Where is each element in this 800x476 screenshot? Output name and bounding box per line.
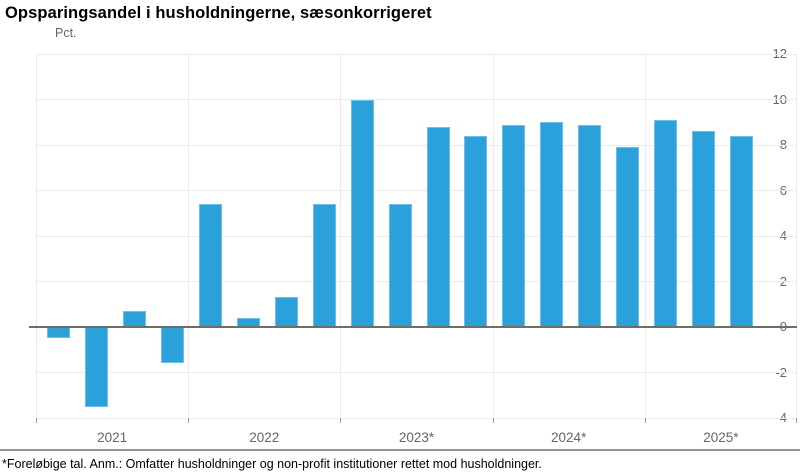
bar-2023-q3 (426, 126, 450, 327)
x-tick-label-2024: 2024* (551, 430, 587, 445)
x-tick-label-2025: 2025* (703, 430, 739, 445)
bar-2022-q1 (198, 204, 222, 327)
bar-2024-q4 (616, 147, 640, 327)
gridline-y-10 (36, 99, 797, 100)
x-axis-tick-3 (492, 418, 494, 423)
bar-2024-q2 (540, 122, 564, 327)
bar-2022-q3 (274, 297, 298, 327)
bar-2024-q3 (578, 124, 602, 327)
zero-axis-tick (29, 326, 36, 328)
bar-2021-q4 (160, 327, 184, 364)
gridline-y-12 (36, 53, 797, 55)
bar-2021-q1 (47, 327, 70, 339)
gridline-x-3 (492, 54, 494, 418)
y-axis-unit-label: Pct. (55, 26, 77, 40)
x-tick-label-2023: 2023* (398, 430, 435, 445)
x-tick-label-2021: 2021 (97, 430, 128, 445)
bar-2022-q4 (312, 204, 336, 327)
x-axis-tick-4 (644, 418, 646, 423)
gridline-y-2 (36, 281, 797, 282)
x-axis-tick-5 (796, 418, 797, 423)
x-axis-tick-1 (188, 418, 190, 423)
chart-title: Opsparingsandel i husholdningerne, sæson… (5, 4, 432, 22)
bar-2024-q1 (502, 124, 526, 327)
gridline-y--4 (36, 417, 797, 419)
gridline-y-6 (36, 190, 797, 191)
bar-2025-q1 (654, 119, 678, 327)
x-tick-label-2022: 2022 (249, 430, 280, 445)
footnote-text: *Foreløbige tal. Anm.: Omfatter husholdn… (2, 457, 542, 471)
gridline-x-2 (340, 54, 342, 418)
gridline-y--2 (36, 372, 797, 373)
bar-2025-q3 (730, 135, 754, 327)
footnote-separator (0, 449, 800, 451)
plot-left-border (36, 54, 37, 418)
gridline-x-4 (644, 54, 646, 418)
bar-2021-q3 (122, 311, 146, 327)
gridline-y-8 (36, 144, 797, 146)
bar-2023-q1 (350, 99, 374, 327)
plot-right-border (796, 54, 797, 418)
x-axis-tick-0 (36, 418, 37, 423)
gridline-y-4 (36, 235, 797, 237)
bar-2023-q2 (388, 204, 412, 327)
gridline-x-1 (188, 54, 190, 418)
zero-line (36, 326, 797, 328)
bar-2023-q4 (464, 135, 488, 327)
bar-2025-q2 (692, 131, 716, 327)
bar-2021-q2 (84, 327, 108, 407)
x-axis-tick-2 (340, 418, 342, 423)
